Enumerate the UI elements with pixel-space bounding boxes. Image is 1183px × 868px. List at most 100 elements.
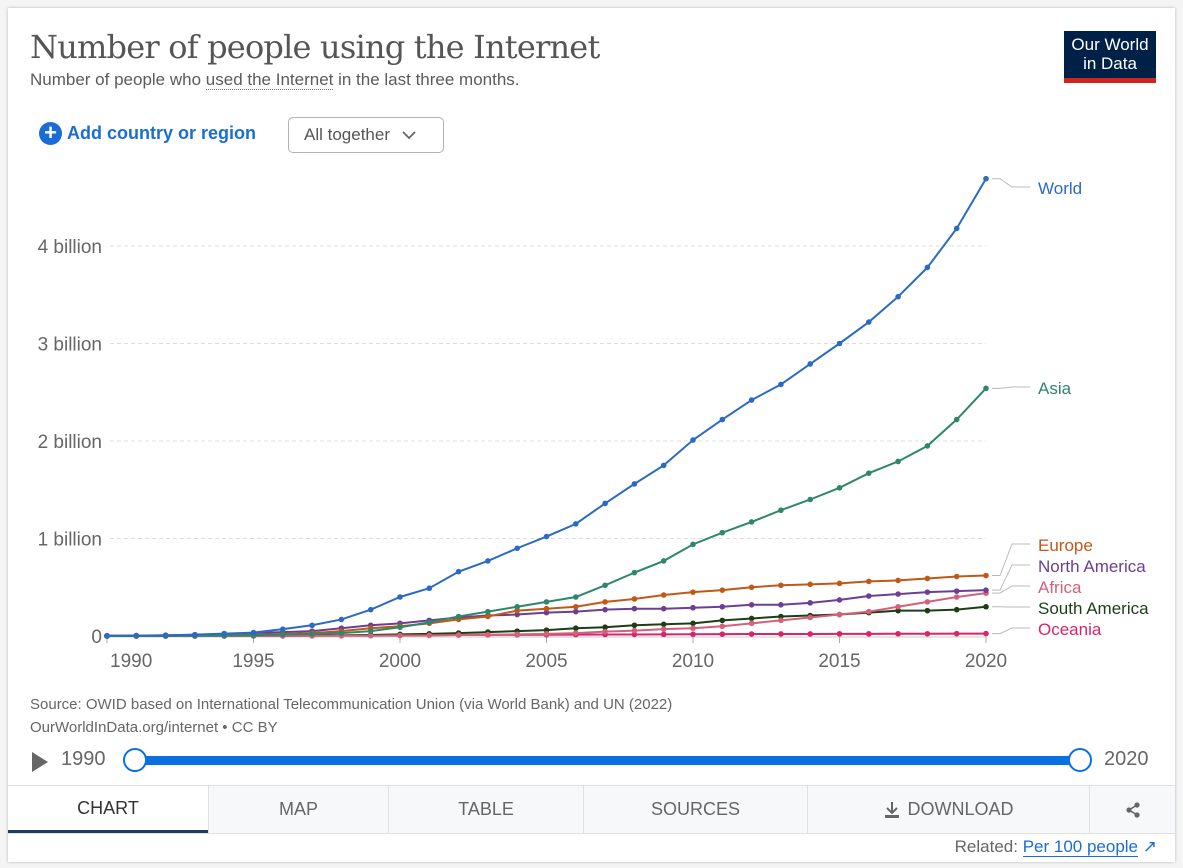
data-point xyxy=(573,630,579,636)
data-point xyxy=(924,264,931,271)
timeline-start-handle[interactable] xyxy=(123,748,147,772)
data-point xyxy=(514,545,520,552)
data-point xyxy=(953,225,960,232)
data-point xyxy=(514,607,520,614)
data-point xyxy=(690,437,696,443)
timeline-slider-track[interactable] xyxy=(135,756,1081,765)
data-point xyxy=(836,631,843,637)
data-point xyxy=(631,569,638,576)
data-point xyxy=(602,624,608,631)
data-point xyxy=(192,631,198,638)
data-point xyxy=(836,340,843,347)
series-label: World xyxy=(1038,179,1082,198)
data-point xyxy=(953,630,960,637)
data-point xyxy=(660,558,667,564)
data-point xyxy=(602,606,608,613)
tab-download[interactable]: DOWNLOAD xyxy=(807,786,1089,833)
chevron-down-icon xyxy=(402,130,416,139)
data-point xyxy=(367,628,374,634)
data-point xyxy=(836,611,843,618)
data-point xyxy=(602,582,608,589)
data-point xyxy=(514,631,520,638)
data-point xyxy=(660,626,667,632)
data-point xyxy=(748,602,755,608)
data-point xyxy=(426,619,433,626)
data-point xyxy=(133,632,140,639)
data-point xyxy=(983,630,989,637)
data-point xyxy=(866,578,872,585)
data-point xyxy=(807,496,813,503)
data-point xyxy=(924,599,931,605)
data-point xyxy=(602,500,608,507)
data-point xyxy=(719,623,726,630)
data-point xyxy=(426,585,433,592)
source-text[interactable]: Source: OWID based on International Tele… xyxy=(30,696,673,713)
tab-label: DOWNLOAD xyxy=(907,799,1014,819)
data-point xyxy=(836,597,843,603)
data-point xyxy=(573,608,579,615)
data-point xyxy=(778,613,784,620)
data-point xyxy=(455,632,462,638)
data-point xyxy=(660,592,667,598)
data-point xyxy=(631,596,638,602)
data-point xyxy=(660,462,667,469)
x-tick-label: 2015 xyxy=(818,651,860,672)
series-line-world xyxy=(106,178,987,637)
data-point xyxy=(778,631,784,637)
tab-bar: CHART MAP TABLE SOURCES DOWNLOAD xyxy=(8,785,1175,834)
data-point xyxy=(719,603,726,610)
data-point xyxy=(690,589,696,595)
data-point xyxy=(866,319,872,325)
data-point xyxy=(719,416,726,423)
data-point xyxy=(807,600,813,606)
entity-mode-select[interactable]: All together xyxy=(288,117,444,153)
data-point xyxy=(309,622,315,629)
data-point xyxy=(895,293,901,300)
data-point xyxy=(836,580,843,587)
x-tick-label: 2005 xyxy=(525,651,567,672)
data-point xyxy=(807,581,813,588)
x-tick-label: 1990 xyxy=(110,651,152,672)
data-point xyxy=(367,606,374,613)
data-point xyxy=(602,599,608,605)
data-point xyxy=(895,603,901,610)
share-button[interactable] xyxy=(1089,786,1175,833)
add-country-button[interactable]: + Add country or region xyxy=(39,122,256,145)
data-point xyxy=(807,631,813,637)
play-icon[interactable] xyxy=(32,752,48,772)
tab-map[interactable]: MAP xyxy=(208,786,388,833)
data-point xyxy=(250,629,257,636)
data-point xyxy=(573,603,579,610)
tab-table[interactable]: TABLE xyxy=(388,786,583,833)
data-point xyxy=(895,458,901,465)
data-point xyxy=(953,588,960,594)
related-link[interactable]: Per 100 people xyxy=(1022,837,1139,857)
data-point xyxy=(778,381,784,388)
series-label: Oceania xyxy=(1038,620,1102,639)
url-license[interactable]: OurWorldInData.org/internet • CC BY xyxy=(30,719,278,736)
data-point xyxy=(573,625,579,631)
source-note: Source: OWID based on International Tele… xyxy=(30,693,672,739)
data-point xyxy=(485,631,491,638)
series-label: Europe xyxy=(1038,536,1093,555)
data-point xyxy=(367,632,374,639)
data-point xyxy=(485,608,491,615)
data-point xyxy=(660,605,667,612)
subtitle-definition-link[interactable]: used the Internet xyxy=(205,70,334,90)
data-point xyxy=(748,584,755,591)
data-point xyxy=(485,613,491,620)
owid-logo[interactable]: Our World in Data xyxy=(1064,31,1156,83)
tab-sources[interactable]: SOURCES xyxy=(583,786,807,833)
label-leader-line xyxy=(992,627,1030,635)
plus-circle-icon: + xyxy=(39,122,62,145)
tab-chart[interactable]: CHART xyxy=(8,786,208,833)
data-point xyxy=(690,631,696,638)
data-point xyxy=(719,529,726,536)
external-link-icon: ↗ xyxy=(1142,837,1157,856)
timeline-end-handle[interactable] xyxy=(1068,748,1092,772)
data-point xyxy=(895,577,901,584)
data-point xyxy=(631,481,638,487)
data-point xyxy=(953,416,960,423)
data-point xyxy=(426,632,433,639)
data-point xyxy=(631,622,638,629)
